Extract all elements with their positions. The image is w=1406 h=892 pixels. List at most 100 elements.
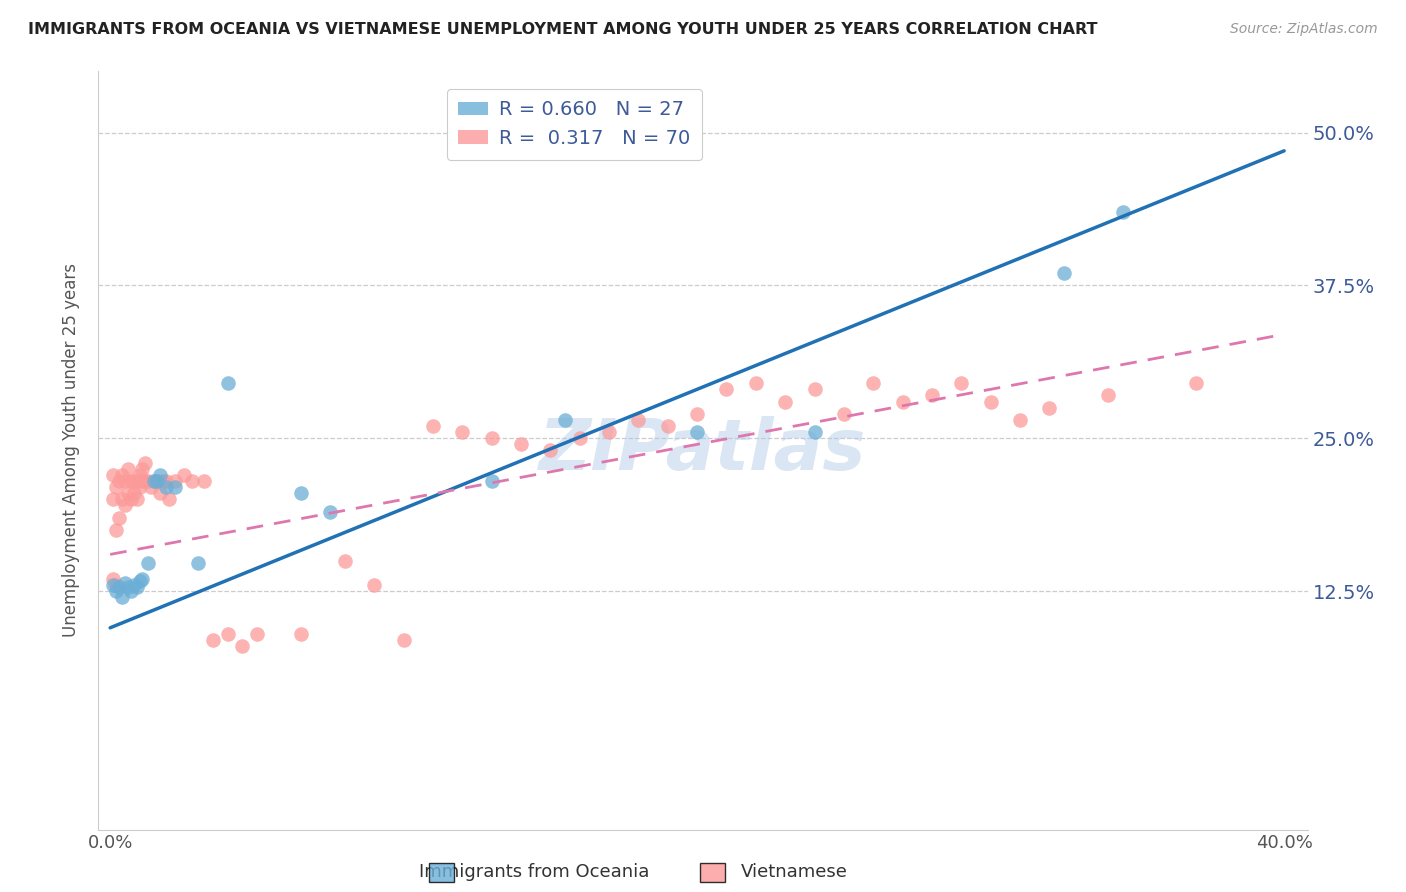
Point: [105, 584, 128, 599]
Legend: R = 0.660   N = 27, R =  0.317   N = 70: R = 0.660 N = 27, R = 0.317 N = 70: [447, 88, 702, 160]
Point: [921, 388, 943, 402]
Point: [120, 474, 142, 488]
Point: [146, 474, 169, 488]
Point: [108, 474, 131, 488]
Point: [686, 425, 709, 439]
Point: [422, 419, 444, 434]
Point: [568, 431, 591, 445]
Point: [114, 499, 136, 513]
Point: [101, 578, 124, 592]
Point: [163, 480, 186, 494]
Point: [146, 474, 169, 488]
Point: [657, 419, 679, 434]
Point: [201, 633, 224, 648]
Point: [1053, 266, 1076, 280]
Point: [114, 474, 136, 488]
Text: ZIPatlas: ZIPatlas: [540, 416, 866, 485]
Point: [149, 486, 172, 500]
Point: [333, 553, 356, 567]
Point: [1097, 388, 1119, 402]
Point: [745, 376, 768, 391]
Point: [128, 574, 150, 589]
Point: [181, 474, 204, 488]
Point: [392, 633, 415, 648]
Point: [114, 575, 136, 590]
Point: [136, 556, 159, 570]
Point: [1111, 205, 1133, 219]
Point: [120, 584, 142, 599]
Point: [101, 492, 124, 507]
Point: [319, 505, 342, 519]
Point: [538, 443, 561, 458]
Point: [246, 627, 269, 641]
Point: [363, 578, 385, 592]
Point: [554, 413, 576, 427]
Point: [105, 523, 128, 537]
Point: [716, 382, 738, 396]
Point: [125, 474, 148, 488]
Point: [1185, 376, 1208, 391]
Point: [1008, 413, 1031, 427]
Point: [117, 581, 139, 595]
Point: [117, 462, 139, 476]
Point: [290, 627, 312, 641]
Point: [832, 407, 855, 421]
Text: Vietnamese: Vietnamese: [741, 863, 848, 881]
Point: [155, 474, 177, 488]
Point: [131, 572, 153, 586]
Point: [481, 431, 503, 445]
Point: [803, 425, 825, 439]
Point: [187, 556, 209, 570]
Point: [143, 474, 166, 488]
Point: [122, 578, 145, 592]
Point: [510, 437, 533, 451]
Point: [152, 474, 174, 488]
Point: [108, 581, 131, 595]
Point: [155, 480, 177, 494]
Point: [136, 474, 159, 488]
Point: [686, 407, 709, 421]
Point: [134, 474, 156, 488]
Point: [117, 486, 139, 500]
Point: [125, 492, 148, 507]
Point: [108, 510, 131, 524]
Point: [980, 394, 1002, 409]
Point: [111, 467, 134, 482]
Point: [122, 474, 145, 488]
Point: [862, 376, 884, 391]
Point: [128, 480, 150, 494]
Point: [891, 394, 914, 409]
Point: [157, 492, 180, 507]
Point: [131, 462, 153, 476]
Point: [217, 627, 239, 641]
Point: [451, 425, 474, 439]
Point: [128, 467, 150, 482]
Point: [111, 492, 134, 507]
Point: [105, 578, 128, 592]
Point: [141, 480, 163, 494]
Point: [950, 376, 973, 391]
Point: [217, 376, 239, 391]
Point: [131, 474, 153, 488]
Point: [101, 572, 124, 586]
Point: [290, 486, 312, 500]
Point: [122, 486, 145, 500]
Point: [231, 639, 253, 653]
Point: [1038, 401, 1060, 415]
Point: [193, 474, 215, 488]
Point: [803, 382, 825, 396]
Text: IMMIGRANTS FROM OCEANIA VS VIETNAMESE UNEMPLOYMENT AMONG YOUTH UNDER 25 YEARS CO: IMMIGRANTS FROM OCEANIA VS VIETNAMESE UN…: [28, 22, 1098, 37]
Point: [149, 467, 172, 482]
Point: [134, 456, 156, 470]
Text: Source: ZipAtlas.com: Source: ZipAtlas.com: [1230, 22, 1378, 37]
Point: [120, 492, 142, 507]
Point: [143, 474, 166, 488]
Point: [105, 480, 128, 494]
Point: [125, 581, 148, 595]
Point: [773, 394, 796, 409]
Point: [101, 467, 124, 482]
Point: [598, 425, 620, 439]
Text: Immigrants from Oceania: Immigrants from Oceania: [419, 863, 650, 881]
Point: [481, 474, 503, 488]
Point: [627, 413, 650, 427]
